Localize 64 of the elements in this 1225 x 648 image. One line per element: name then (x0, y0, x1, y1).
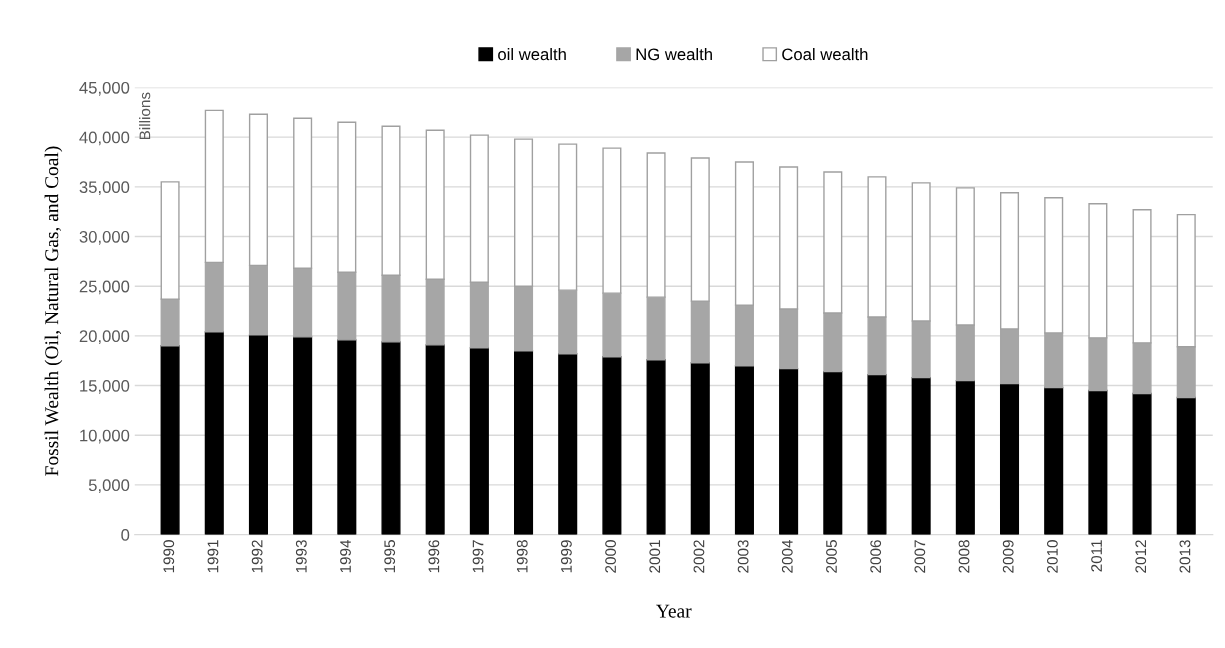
y-axis-title: Fossil Wealth (Oil, Natural Gas, and Coal) (44, 146, 63, 476)
y-tick-label: 0 (121, 529, 130, 541)
annotation: Billions (139, 92, 151, 140)
x-tick-label: 1995 (384, 540, 396, 573)
x-tick-label: 2004 (781, 539, 793, 573)
bar (823, 370, 843, 535)
y-tick-label: 45,000 (79, 81, 130, 96)
bar (646, 359, 666, 535)
legend-label: oil wealth (498, 48, 566, 61)
y-tick-label: 40,000 (79, 131, 130, 146)
bar (999, 382, 1020, 535)
bar (248, 334, 268, 535)
bar (1132, 392, 1152, 535)
y-tick-label: 30,000 (79, 230, 130, 245)
bar (690, 362, 710, 535)
x-tick-label: 1999 (561, 540, 572, 573)
bar (1044, 386, 1064, 535)
x-tick-label: 2002 (693, 540, 705, 573)
bar (602, 356, 622, 535)
x-tick-label: 2001 (649, 540, 661, 573)
bar (337, 339, 357, 535)
x-tick-label: 2008 (958, 540, 970, 573)
x-tick-label: 1993 (295, 540, 307, 573)
bar (425, 344, 445, 535)
x-tick-label: 2000 (605, 540, 616, 573)
x-tick-label: 2003 (737, 540, 749, 573)
bar (911, 376, 931, 535)
bar (734, 364, 754, 535)
bar (293, 336, 313, 535)
bar (381, 341, 401, 535)
bar (1176, 396, 1196, 535)
bar (779, 367, 799, 535)
y-tick-label: 15,000 (80, 379, 130, 394)
bar (867, 373, 887, 535)
x-tick-label: 2005 (826, 540, 837, 573)
legend-label: Coal wealth (782, 48, 868, 61)
x-tick-label: 1996 (428, 540, 440, 573)
legend-label: NG wealth (636, 48, 712, 61)
x-tick-label: 1992 (251, 540, 263, 573)
y-tick-label: 35,000 (79, 181, 130, 196)
x-tick-label: 2013 (1179, 540, 1191, 573)
bar (955, 379, 975, 535)
x-tick-label: 1997 (472, 540, 484, 573)
x-tick-label: 1991 (207, 540, 219, 573)
x-tick-label: 2010 (1046, 540, 1058, 573)
x-tick-label: 2006 (870, 540, 882, 573)
bar (514, 350, 534, 535)
x-tick-label: 2011 (1091, 540, 1102, 572)
bar (1088, 389, 1108, 535)
y-tick-label: 5,000 (88, 479, 130, 494)
y-tick-label: 10,000 (80, 429, 130, 444)
bar (469, 347, 489, 535)
x-tick-label: 2007 (914, 540, 926, 573)
y-tick-label: 25,000 (79, 280, 130, 295)
bar (558, 353, 578, 535)
bar (160, 345, 180, 535)
x-tick-label: 1998 (516, 540, 528, 573)
x-tick-label: 1990 (163, 540, 175, 573)
x-tick-label: 1994 (340, 539, 351, 573)
bar (204, 331, 224, 535)
x-tick-label: 2012 (1135, 540, 1147, 573)
y-tick-label: 20,000 (79, 330, 130, 345)
x-axis-title: Year (656, 604, 692, 618)
x-tick-label: 2009 (1002, 540, 1014, 573)
